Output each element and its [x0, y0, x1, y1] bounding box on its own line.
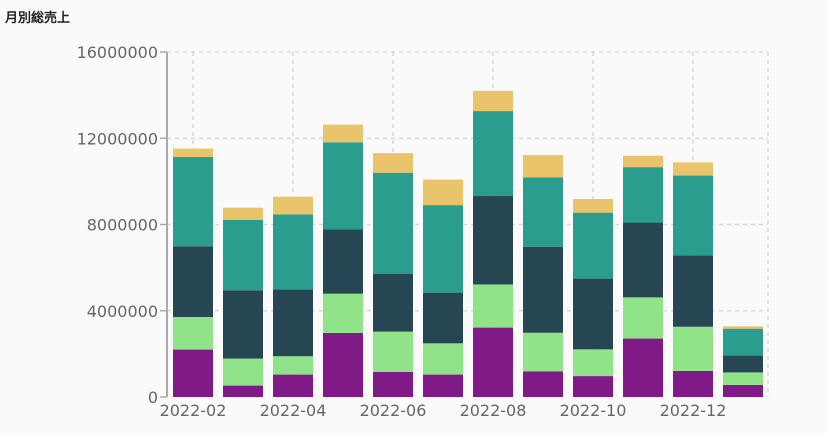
- bar-segment: [373, 153, 413, 173]
- bar-segment: [673, 371, 713, 397]
- bar-segment: [523, 333, 563, 372]
- bar-segment: [373, 372, 413, 397]
- bar-segment: [373, 332, 413, 372]
- bar-segment: [323, 294, 363, 333]
- bar-segment: [223, 359, 263, 386]
- bar-segment: [723, 356, 763, 373]
- bar-segment: [423, 180, 463, 205]
- y-axis: 0 4000000 8000000 12000000 16000000: [77, 43, 167, 407]
- bar-segment: [223, 220, 263, 291]
- bar-segment: [473, 91, 513, 111]
- bar-segment: [173, 317, 213, 350]
- x-axis: 2022-02 2022-04 2022-06 2022-08 2022-10 2022-…: [160, 401, 727, 420]
- bar-segment: [573, 199, 613, 213]
- bar-segment: [323, 229, 363, 293]
- bar-segment: [373, 274, 413, 332]
- bar-segment: [173, 157, 213, 246]
- bar-segment: [423, 375, 463, 397]
- x-tick-label: 2022-08: [460, 401, 527, 420]
- bar-segment: [523, 247, 563, 333]
- bar-segment: [173, 246, 213, 317]
- bar-segment: [323, 333, 363, 397]
- bar-segment: [723, 372, 763, 385]
- x-tick-label: 2022-10: [560, 401, 627, 420]
- bar-segment: [223, 290, 263, 358]
- bar-segment: [473, 284, 513, 327]
- bar-segment: [373, 173, 413, 274]
- x-tick-label: 2022-06: [360, 401, 427, 420]
- bar-segment: [573, 213, 613, 279]
- bar-segment: [673, 162, 713, 175]
- bar-segment: [473, 196, 513, 284]
- bar-segment: [223, 386, 263, 397]
- bar-segment: [573, 376, 613, 397]
- bar-segment: [523, 155, 563, 177]
- bar-segment: [323, 125, 363, 143]
- bar-segment: [673, 327, 713, 371]
- bar-segment: [173, 350, 213, 397]
- bar-segment: [573, 349, 613, 376]
- x-tick-label: 2022-02: [160, 401, 227, 420]
- bar-segment: [273, 197, 313, 215]
- bar-segment: [623, 223, 663, 298]
- bar-segment: [273, 214, 313, 289]
- bar-segment: [173, 149, 213, 157]
- bar-segment: [273, 375, 313, 397]
- bars: [173, 91, 763, 397]
- bar-segment: [673, 176, 713, 256]
- bar-segment: [473, 328, 513, 397]
- bar-segment: [273, 356, 313, 374]
- bar-segment: [423, 205, 463, 293]
- bar-segment: [623, 297, 663, 338]
- bar-segment: [423, 293, 463, 344]
- bar-segment: [523, 371, 563, 397]
- bar-segment: [473, 111, 513, 196]
- bar-segment: [523, 177, 563, 246]
- bar-segment: [623, 167, 663, 222]
- x-tick-label: 2022-12: [660, 401, 727, 420]
- bar-segment: [723, 385, 763, 397]
- bar-segment: [323, 142, 363, 229]
- bar-segment: [573, 279, 613, 350]
- y-tick-label: 16000000: [77, 43, 158, 62]
- y-tick-label: 0: [148, 388, 158, 407]
- bar-segment: [273, 289, 313, 356]
- bar-segment: [723, 326, 763, 328]
- bar-segment: [673, 255, 713, 326]
- bar-segment: [423, 343, 463, 374]
- y-tick-label: 4000000: [87, 302, 158, 321]
- y-tick-label: 12000000: [77, 129, 158, 148]
- bar-segment: [623, 339, 663, 397]
- y-tick-label: 8000000: [87, 216, 158, 235]
- x-tick-label: 2022-04: [260, 401, 327, 420]
- bar-segment: [723, 329, 763, 356]
- bar-segment: [623, 156, 663, 167]
- bar-segment: [223, 208, 263, 220]
